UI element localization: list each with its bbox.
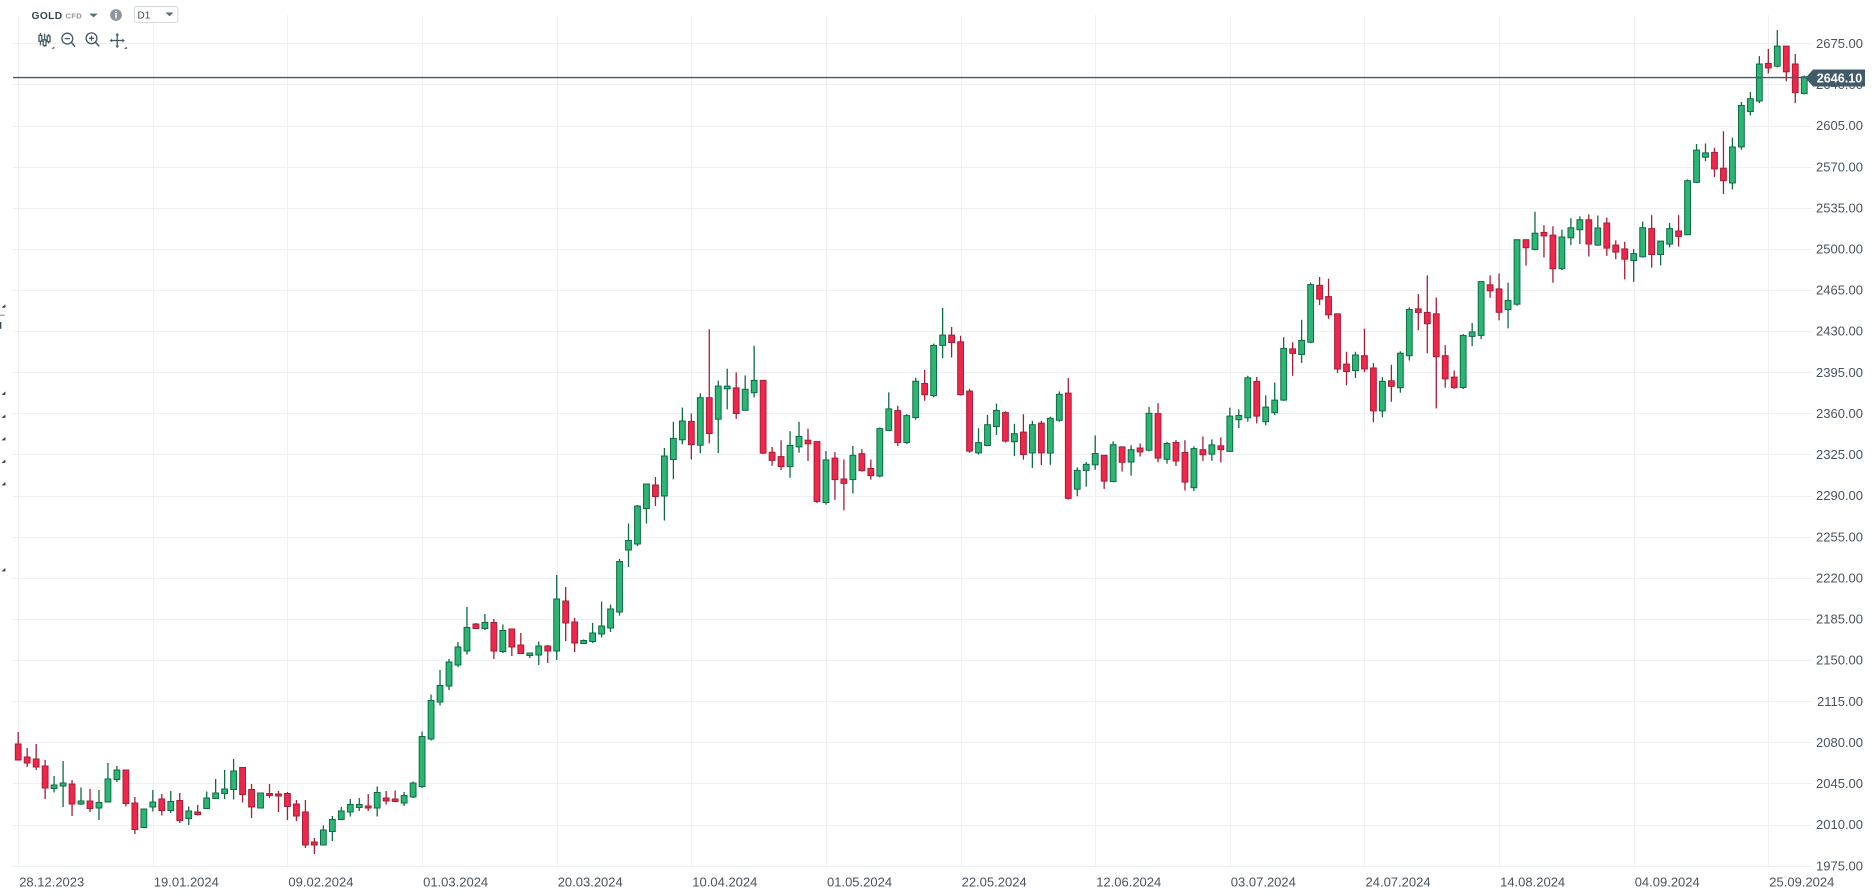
svg-text:09.02.2024: 09.02.2024 — [288, 875, 353, 890]
svg-text:12.06.2024: 12.06.2024 — [1096, 875, 1161, 890]
svg-text:28.12.2023: 28.12.2023 — [19, 875, 84, 890]
svg-text:CFD: CFD — [66, 12, 83, 21]
svg-text:2220.00: 2220.00 — [1816, 571, 1863, 586]
svg-text:14.08.2024: 14.08.2024 — [1500, 875, 1565, 890]
svg-text:2646.10: 2646.10 — [1817, 72, 1863, 86]
svg-text:2570.00: 2570.00 — [1816, 159, 1863, 174]
svg-text:24.07.2024: 24.07.2024 — [1366, 875, 1431, 890]
svg-text:10.04.2024: 10.04.2024 — [692, 875, 757, 890]
svg-text:2080.00: 2080.00 — [1816, 735, 1863, 750]
svg-text:GOLD: GOLD — [32, 11, 63, 22]
svg-text:01.05.2024: 01.05.2024 — [827, 875, 892, 890]
svg-text:25.09.2024: 25.09.2024 — [1769, 875, 1834, 890]
svg-text:2255.00: 2255.00 — [1816, 529, 1863, 544]
svg-text:19.01.2024: 19.01.2024 — [154, 875, 219, 890]
svg-text:2290.00: 2290.00 — [1816, 488, 1863, 503]
svg-text:2185.00: 2185.00 — [1816, 612, 1863, 627]
svg-text:2360.00: 2360.00 — [1816, 406, 1863, 421]
svg-text:2535.00: 2535.00 — [1816, 200, 1863, 215]
svg-text:1975.00: 1975.00 — [1816, 858, 1863, 873]
svg-text:i: i — [115, 11, 118, 22]
svg-text:2675.00: 2675.00 — [1816, 36, 1863, 51]
svg-text:01.03.2024: 01.03.2024 — [423, 875, 488, 890]
svg-text:2465.00: 2465.00 — [1816, 283, 1863, 298]
svg-text:2115.00: 2115.00 — [1817, 694, 1863, 709]
svg-text:20.03.2024: 20.03.2024 — [558, 875, 623, 890]
svg-text:D1: D1 — [138, 11, 151, 22]
svg-text:2150.00: 2150.00 — [1816, 653, 1863, 668]
svg-text:2010.00: 2010.00 — [1816, 817, 1863, 832]
svg-text:2325.00: 2325.00 — [1816, 447, 1863, 462]
svg-text:2430.00: 2430.00 — [1816, 324, 1863, 339]
svg-text:2605.00: 2605.00 — [1816, 118, 1863, 133]
svg-text:2500.00: 2500.00 — [1816, 242, 1863, 257]
svg-text:03.07.2024: 03.07.2024 — [1231, 875, 1296, 890]
svg-text:2045.00: 2045.00 — [1816, 776, 1863, 791]
svg-text:22.05.2024: 22.05.2024 — [962, 875, 1027, 890]
svg-text:2395.00: 2395.00 — [1816, 365, 1863, 380]
svg-text:04.09.2024: 04.09.2024 — [1635, 875, 1700, 890]
